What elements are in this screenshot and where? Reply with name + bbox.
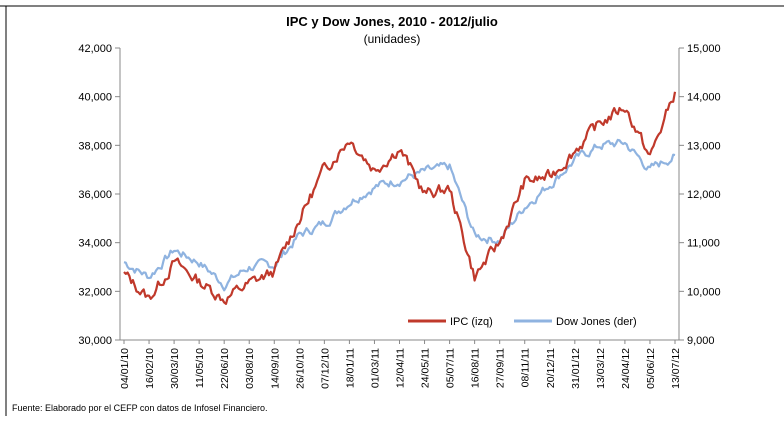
- x-tick-label: 31/01/12: [570, 348, 582, 389]
- x-tick-label: 24/04/12: [620, 348, 632, 389]
- x-tick-label: 01/03/11: [369, 348, 381, 388]
- y-right-tick-label: 14,000: [687, 92, 721, 104]
- y-right-tick-label: 15,000: [687, 43, 721, 55]
- x-tick-label: 24/05/11: [420, 348, 432, 388]
- x-tick-label: 13/03/12: [595, 348, 607, 389]
- y-left-tick-label: 32,000: [78, 286, 112, 298]
- x-tick-label: 22/06/10: [219, 348, 231, 389]
- y-left-tick-label: 42,000: [78, 43, 112, 55]
- y-right-tick-label: 13,000: [687, 140, 721, 152]
- x-tick-label: 07/12/10: [319, 348, 331, 389]
- x-tick-label: 04/01/10: [119, 348, 131, 389]
- series-line-dow-jones: [123, 138, 676, 292]
- y-left-tick-label: 30,000: [78, 335, 112, 347]
- axes: 30,000 32,000 34,000 36,000 38,000 40,000 42,0…: [78, 43, 720, 389]
- x-tick-label: 03/08/10: [244, 348, 256, 389]
- x-tick-label: 14/09/10: [269, 348, 281, 389]
- x-tick-label: 26/10/10: [294, 348, 306, 389]
- y-right-tick-label: 9,000: [687, 335, 715, 347]
- x-tick-label: 30/03/10: [169, 348, 181, 389]
- legend-dow-label: Dow Jones (der): [556, 316, 637, 328]
- x-tick-label: 05/06/12: [645, 348, 657, 389]
- x-tick-label: 13/07/12: [670, 348, 682, 389]
- series-line-ipc: [123, 91, 677, 305]
- x-tick-label: 08/11/11: [520, 348, 532, 387]
- legend-ipc-label: IPC (izq): [450, 316, 493, 328]
- x-tick-label: 12/04/11: [395, 348, 407, 388]
- x-tick-label: 27/09/11: [495, 348, 507, 388]
- y-right-tick-label: 10,000: [687, 286, 721, 298]
- chart-title: IPC y Dow Jones, 2010 - 2012/julio: [286, 14, 498, 29]
- y-left-tick-label: 40,000: [78, 92, 112, 104]
- y-right-tick-label: 12,000: [687, 189, 721, 201]
- y-left-tick-label: 34,000: [78, 238, 112, 250]
- y-left-tick-label: 36,000: [78, 189, 112, 201]
- x-tick-label: 11/05/10: [194, 348, 206, 388]
- legend: IPC (izq) Dow Jones (der): [408, 316, 637, 328]
- plot-area: [123, 91, 677, 305]
- x-tick-label: 16/08/11: [470, 348, 482, 388]
- x-tick-label: 18/01/11: [344, 348, 356, 388]
- y-left-tick-label: 38,000: [78, 140, 112, 152]
- y-right-tick-label: 11,000: [687, 238, 720, 250]
- x-tick-label: 20/12/11: [545, 348, 557, 388]
- chart-subtitle: (unidades): [364, 32, 421, 46]
- x-tick-label: 16/02/10: [144, 348, 156, 389]
- source-note: Fuente: Elaborado por el CEFP con datos …: [12, 403, 268, 413]
- x-tick-label: 05/07/11: [445, 348, 457, 388]
